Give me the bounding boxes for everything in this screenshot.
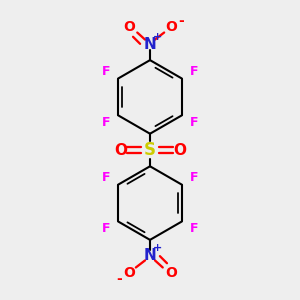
Text: +: + xyxy=(152,32,162,43)
Text: F: F xyxy=(102,65,110,78)
Text: O: O xyxy=(165,266,177,280)
Text: +: + xyxy=(152,243,162,254)
Text: S: S xyxy=(144,141,156,159)
Text: -: - xyxy=(116,272,122,286)
Text: F: F xyxy=(190,222,198,235)
Text: O: O xyxy=(165,20,177,34)
Text: F: F xyxy=(190,171,198,184)
Text: F: F xyxy=(190,116,198,129)
Text: O: O xyxy=(173,142,186,158)
Text: F: F xyxy=(102,171,110,184)
Text: O: O xyxy=(114,142,127,158)
Text: N: N xyxy=(144,248,156,263)
Text: F: F xyxy=(190,65,198,78)
Text: O: O xyxy=(123,20,135,34)
Text: -: - xyxy=(178,14,184,28)
Text: F: F xyxy=(102,222,110,235)
Text: F: F xyxy=(102,116,110,129)
Text: O: O xyxy=(123,266,135,280)
Text: N: N xyxy=(144,37,156,52)
